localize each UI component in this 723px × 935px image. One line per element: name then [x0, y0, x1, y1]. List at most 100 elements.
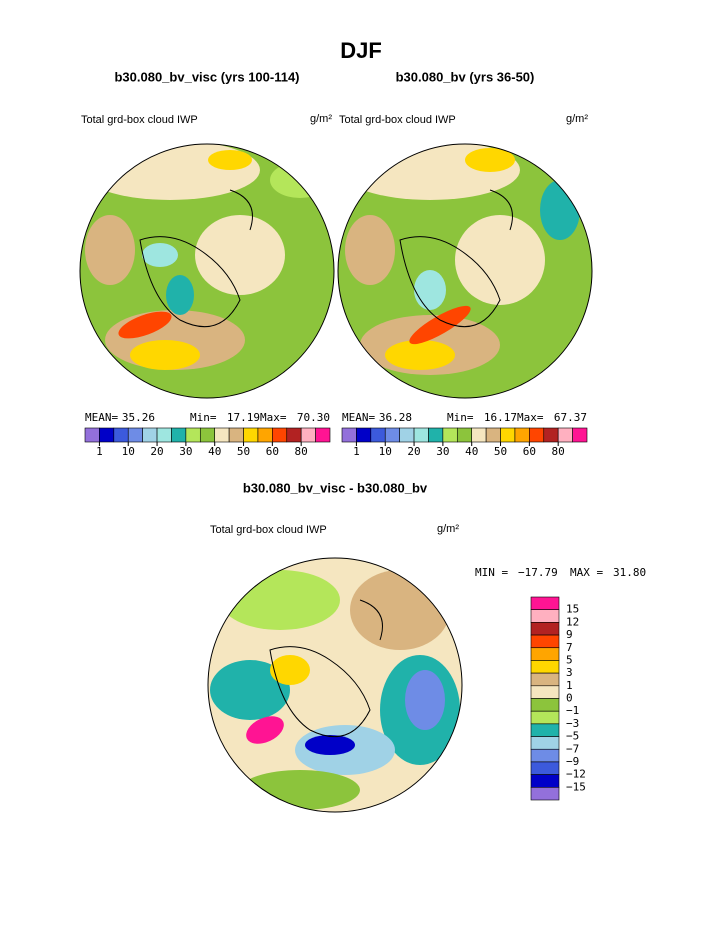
colorbar-swatch — [113, 427, 129, 443]
colorbar-label: −3 — [566, 717, 579, 730]
colorbar-label: 60 — [266, 445, 279, 458]
colorbar-swatch — [456, 427, 473, 443]
stat-value: 31.80 — [613, 566, 646, 579]
colorbar-label: 60 — [523, 445, 536, 458]
map — [80, 144, 334, 398]
stat-label: Max= — [517, 411, 544, 424]
stat-value: 70.30 — [297, 411, 330, 424]
colorbar-swatch — [530, 672, 560, 687]
colorbar-swatch — [413, 427, 429, 443]
colorbar-swatch — [199, 427, 216, 443]
panel-title: b30.080_bv_visc (yrs 100-114) — [114, 69, 299, 84]
colorbar-swatch — [356, 427, 372, 443]
colorbar-swatch — [530, 787, 560, 801]
stat-label: MAX = — [570, 566, 603, 579]
colorbar-swatch — [471, 427, 487, 443]
map-border — [337, 143, 593, 399]
colorbar-swatch — [500, 427, 516, 443]
colorbar-label: 20 — [150, 445, 163, 458]
colorbar-swatch — [530, 736, 560, 750]
stat-label: MEAN= — [342, 411, 375, 424]
colorbar-swatch — [228, 427, 244, 443]
colorbar-swatch — [214, 427, 230, 443]
colorbar-label: 5 — [566, 653, 573, 666]
colorbar-label: 15 — [566, 603, 579, 616]
field-name: Total grd-box cloud IWP — [210, 524, 327, 536]
colorbar-swatch — [286, 427, 302, 443]
colorbar-swatch — [530, 609, 560, 623]
colorbar-swatch — [530, 761, 560, 775]
stat-value: −17.79 — [518, 566, 558, 579]
panel-title: b30.080_bv_visc - b30.080_bv — [243, 480, 428, 495]
colorbar-label: −7 — [566, 742, 579, 755]
colorbar-label: 40 — [465, 445, 478, 458]
colorbar-label: −15 — [566, 780, 586, 793]
colorbar-label: 1 — [566, 679, 573, 692]
colorbar-swatch — [300, 427, 316, 443]
field-name: Total grd-box cloud IWP — [81, 114, 198, 126]
colorbar-swatch — [530, 685, 560, 699]
colorbar-swatch — [530, 698, 560, 712]
colorbar-swatch — [530, 660, 560, 674]
stat-value: 36.28 — [379, 411, 412, 424]
stat-value: 16.17 — [484, 411, 517, 424]
colorbar-swatch — [557, 427, 573, 443]
colorbar-swatch — [142, 427, 158, 443]
colorbar-label: 0 — [566, 692, 573, 705]
colorbar-swatch — [84, 427, 100, 443]
colorbar-swatch — [384, 427, 400, 443]
map — [208, 558, 462, 812]
map-border — [207, 557, 463, 813]
colorbar-label: 30 — [179, 445, 192, 458]
colorbar-swatch — [530, 622, 560, 636]
colorbar-swatch — [529, 427, 545, 443]
colorbar-swatch — [315, 427, 331, 443]
colorbar-label: 7 — [566, 641, 573, 654]
stat-label: Min= — [447, 411, 474, 424]
colorbar-swatch — [485, 427, 501, 443]
colorbar-swatch — [530, 647, 560, 661]
colorbar-swatch — [127, 427, 143, 443]
colorbar-label: 30 — [436, 445, 449, 458]
colorbar-swatch — [530, 748, 560, 763]
stat-label: MIN = — [475, 566, 508, 579]
colorbar-label: 50 — [494, 445, 507, 458]
stat-label: Min= — [190, 411, 217, 424]
panel-title: b30.080_bv (yrs 36-50) — [396, 69, 535, 84]
colorbar-label: −5 — [566, 730, 579, 743]
colorbar-swatch — [530, 774, 560, 788]
colorbar-swatch — [514, 427, 530, 443]
colorbar-label: 1 — [96, 445, 103, 458]
stat-value: 17.19 — [227, 411, 260, 424]
colorbar-label: 9 — [566, 628, 573, 641]
colorbar-swatch — [530, 723, 560, 737]
colorbar-swatch — [530, 710, 560, 725]
colorbar-label: 3 — [566, 666, 573, 679]
colorbar-swatch — [543, 427, 559, 443]
stat-value: 67.37 — [554, 411, 587, 424]
colorbar-swatch — [442, 427, 458, 443]
colorbar-label: 12 — [566, 615, 579, 628]
colorbar-swatch — [99, 427, 115, 443]
map — [338, 144, 592, 398]
units: g/m² — [566, 113, 588, 125]
colorbar-swatch — [530, 634, 560, 649]
stat-value: 35.26 — [122, 411, 155, 424]
units: g/m² — [437, 523, 459, 535]
colorbar-swatch — [272, 427, 288, 443]
map-border — [79, 143, 335, 399]
colorbar-swatch — [171, 427, 187, 443]
colorbar-swatch — [572, 427, 588, 443]
colorbar-swatch — [428, 427, 444, 443]
colorbar-swatch — [257, 427, 273, 443]
colorbar-label: 10 — [122, 445, 135, 458]
colorbar-swatch — [243, 427, 259, 443]
colorbar-swatch — [370, 427, 386, 443]
colorbar-label: 10 — [379, 445, 392, 458]
colorbar-label: −1 — [566, 704, 579, 717]
stat-label: Max= — [260, 411, 287, 424]
colorbar-label: 1 — [353, 445, 360, 458]
colorbar-swatch — [399, 427, 415, 443]
colorbar-swatch — [185, 427, 201, 443]
